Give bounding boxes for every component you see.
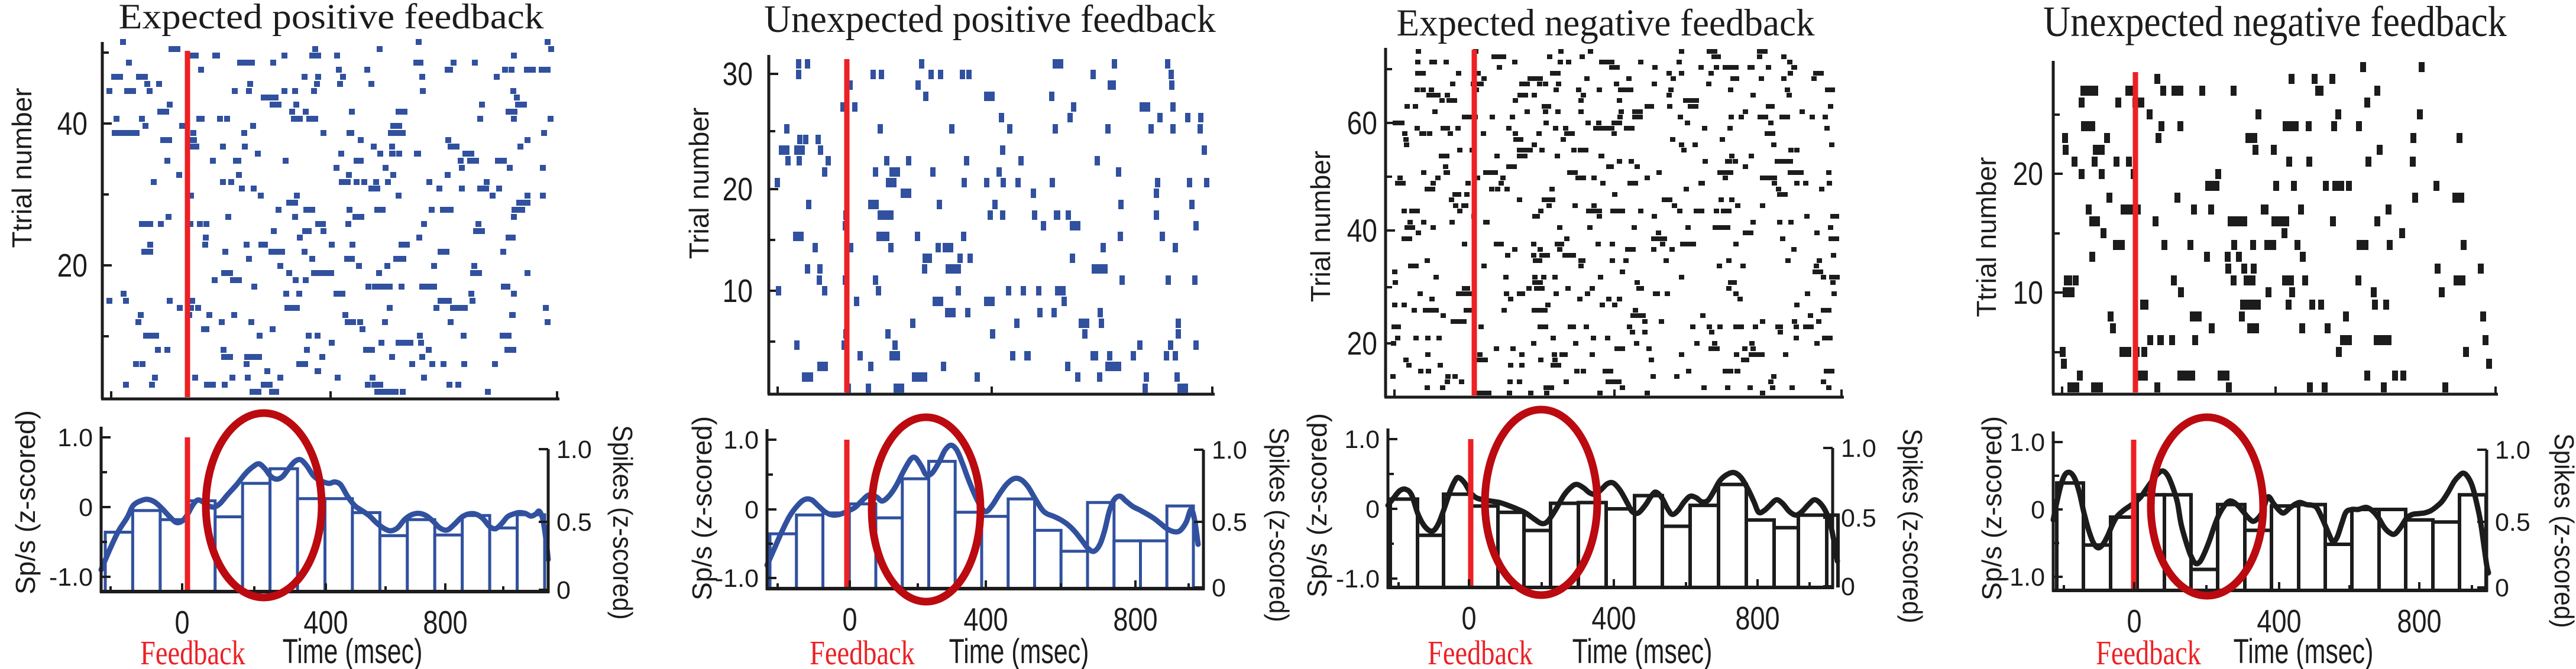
svg-text:20: 20 bbox=[723, 171, 753, 207]
svg-text:400: 400 bbox=[963, 601, 1008, 638]
svg-text:0: 0 bbox=[2127, 603, 2141, 639]
svg-text:1.0: 1.0 bbox=[2495, 436, 2530, 465]
svg-text:Sp/s (z-scored): Sp/s (z-scored) bbox=[687, 416, 717, 600]
svg-text:Expected negative feedback: Expected negative feedback bbox=[1397, 1, 1816, 44]
svg-text:20: 20 bbox=[57, 247, 88, 284]
svg-text:Time (msec): Time (msec) bbox=[283, 632, 423, 669]
svg-text:40: 40 bbox=[57, 105, 88, 142]
svg-text:Spikes (z-scored): Spikes (z-scored) bbox=[1264, 427, 1294, 622]
svg-text:-1.0: -1.0 bbox=[49, 563, 93, 592]
svg-text:0: 0 bbox=[79, 493, 93, 522]
svg-text:0.5: 0.5 bbox=[1841, 504, 1876, 532]
svg-text:1.0: 1.0 bbox=[57, 424, 93, 452]
svg-text:0: 0 bbox=[1365, 495, 1380, 524]
svg-text:20: 20 bbox=[2013, 155, 2043, 192]
svg-text:Feedback: Feedback bbox=[1428, 634, 1533, 669]
svg-text:Sp/s (z-scored): Sp/s (z-scored) bbox=[1302, 413, 1332, 597]
svg-text:Spikes (z-scored): Spikes (z-scored) bbox=[2549, 433, 2576, 628]
svg-text:Expected positive feedback: Expected positive feedback bbox=[119, 0, 545, 36]
svg-text:0: 0 bbox=[556, 576, 571, 605]
svg-text:400: 400 bbox=[303, 604, 348, 641]
svg-text:1.0: 1.0 bbox=[723, 426, 759, 454]
svg-text:Sp/s (z-scored): Sp/s (z-scored) bbox=[10, 410, 41, 595]
svg-text:0: 0 bbox=[842, 601, 857, 638]
svg-text:800: 800 bbox=[423, 604, 467, 641]
svg-text:0: 0 bbox=[745, 496, 759, 524]
svg-text:20: 20 bbox=[1347, 325, 1377, 362]
svg-text:0.5: 0.5 bbox=[2495, 508, 2530, 537]
svg-text:10: 10 bbox=[723, 272, 753, 309]
svg-text:Time (msec): Time (msec) bbox=[1572, 632, 1713, 669]
svg-text:-1.0: -1.0 bbox=[2001, 563, 2045, 592]
svg-text:1.0: 1.0 bbox=[1841, 434, 1876, 463]
svg-text:0: 0 bbox=[1461, 600, 1476, 636]
svg-text:0: 0 bbox=[1212, 574, 1226, 602]
svg-text:1.0: 1.0 bbox=[1212, 436, 1247, 465]
svg-text:10: 10 bbox=[2013, 274, 2043, 311]
svg-text:Time (msec): Time (msec) bbox=[949, 632, 1089, 669]
svg-text:Time (msec): Time (msec) bbox=[2234, 632, 2374, 669]
svg-text:800: 800 bbox=[1113, 601, 1157, 638]
svg-text:Sp/s (z-scored): Sp/s (z-scored) bbox=[1976, 416, 2007, 600]
svg-text:0: 0 bbox=[2031, 496, 2045, 524]
svg-text:Spikes (z-scored): Spikes (z-scored) bbox=[1897, 428, 1927, 623]
svg-text:60: 60 bbox=[1347, 105, 1377, 141]
svg-text:Feedback: Feedback bbox=[140, 634, 245, 669]
svg-text:1.0: 1.0 bbox=[556, 436, 592, 464]
svg-text:-1.0: -1.0 bbox=[715, 564, 759, 593]
svg-text:0.5: 0.5 bbox=[1212, 508, 1247, 537]
svg-text:800: 800 bbox=[1735, 600, 1779, 636]
svg-text:1.0: 1.0 bbox=[2009, 428, 2045, 457]
svg-text:Unexpected negative feedback: Unexpected negative feedback bbox=[2043, 0, 2507, 46]
svg-text:0: 0 bbox=[1841, 573, 1855, 601]
svg-text:Trial number: Trial number bbox=[684, 108, 714, 259]
svg-text:Ttrial number: Ttrial number bbox=[1971, 157, 2002, 317]
svg-text:Feedback: Feedback bbox=[2096, 634, 2201, 669]
svg-text:Unexpected positive feedback: Unexpected positive feedback bbox=[764, 0, 1216, 40]
svg-text:30: 30 bbox=[723, 56, 753, 92]
svg-text:0: 0 bbox=[2495, 574, 2509, 602]
svg-text:Ttrial number: Ttrial number bbox=[7, 88, 37, 248]
svg-text:400: 400 bbox=[1591, 600, 1636, 636]
svg-text:Spikes (z-scored): Spikes (z-scored) bbox=[607, 425, 637, 619]
svg-text:800: 800 bbox=[2397, 603, 2441, 639]
svg-text:0.5: 0.5 bbox=[556, 508, 592, 537]
svg-text:Feedback: Feedback bbox=[810, 634, 915, 669]
svg-text:40: 40 bbox=[1347, 212, 1377, 249]
svg-text:1.0: 1.0 bbox=[1344, 426, 1380, 454]
svg-text:-1.0: -1.0 bbox=[1336, 565, 1380, 593]
svg-text:Trial number: Trial number bbox=[1305, 151, 1336, 302]
svg-text:400: 400 bbox=[2257, 603, 2301, 639]
svg-text:0: 0 bbox=[174, 604, 189, 641]
